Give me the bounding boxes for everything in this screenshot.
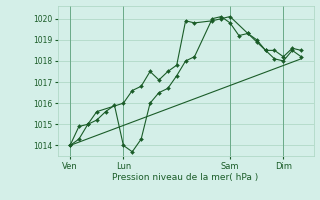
X-axis label: Pression niveau de la mer( hPa ): Pression niveau de la mer( hPa ) bbox=[112, 173, 259, 182]
